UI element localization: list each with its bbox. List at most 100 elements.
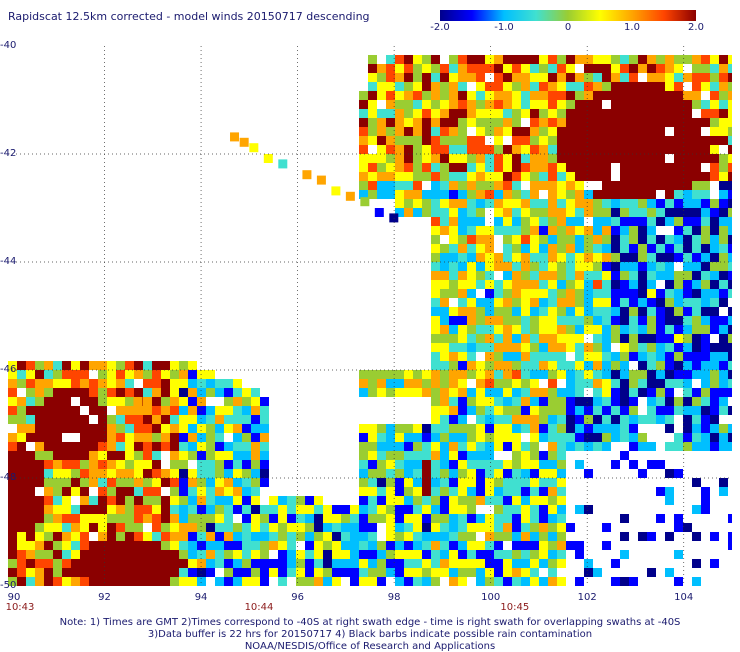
wind-diff-cell (548, 577, 557, 586)
wind-diff-cell (413, 487, 422, 496)
wind-diff-cell (440, 154, 449, 163)
wind-diff-cell (683, 325, 692, 334)
wind-diff-cell (404, 163, 413, 172)
wind-diff-cell (557, 298, 566, 307)
wind-diff-cell (179, 415, 188, 424)
wind-diff-cell (503, 568, 512, 577)
wind-diff-cell (602, 199, 611, 208)
longitude-label: 104 (674, 592, 694, 603)
wind-diff-cell (431, 172, 440, 181)
wind-diff-cell (134, 523, 143, 532)
wind-diff-cell (692, 262, 701, 271)
wind-diff-cell (602, 262, 611, 271)
wind-diff-cell (8, 460, 17, 469)
wind-diff-cell (575, 235, 584, 244)
wind-diff-cell (188, 550, 197, 559)
wind-diff-cell (566, 541, 575, 550)
wind-diff-cell (611, 433, 620, 442)
wind-diff-cell (89, 496, 98, 505)
wind-diff-cell (539, 73, 548, 82)
wind-diff-cell (116, 514, 125, 523)
wind-diff-cell (98, 532, 107, 541)
wind-diff-cell (89, 406, 98, 415)
wind-diff-cell (728, 109, 732, 118)
wind-diff-cell (647, 271, 656, 280)
wind-diff-cell (125, 496, 134, 505)
wind-diff-cell (476, 127, 485, 136)
wind-diff-cell (125, 487, 134, 496)
wind-diff-cell (467, 100, 476, 109)
wind-diff-cell (557, 505, 566, 514)
wind-diff-cell (224, 568, 233, 577)
wind-diff-cell (422, 478, 431, 487)
wind-diff-cell (233, 397, 242, 406)
wind-diff-cell (512, 163, 521, 172)
wind-diff-cell (143, 505, 152, 514)
wind-diff-cell (602, 226, 611, 235)
wind-diff-cell (512, 82, 521, 91)
wind-diff-cell (602, 190, 611, 199)
wind-diff-cell (62, 496, 71, 505)
wind-diff-cell (305, 577, 314, 586)
wind-diff-cell (152, 460, 161, 469)
wind-diff-cell (467, 406, 476, 415)
wind-diff-cell (566, 208, 575, 217)
wind-diff-cell (467, 217, 476, 226)
wind-diff-cell (431, 388, 440, 397)
wind-diff-cell (557, 352, 566, 361)
wind-diff-cell (458, 307, 467, 316)
wind-diff-cell (44, 370, 53, 379)
wind-diff-cell (458, 262, 467, 271)
wind-diff-cell (584, 64, 593, 73)
wind-diff-cell (575, 424, 584, 433)
wind-diff-cell (368, 496, 377, 505)
wind-diff-cell (584, 253, 593, 262)
wind-diff-cell (449, 172, 458, 181)
wind-diff-cell (620, 253, 629, 262)
wind-diff-cell (368, 460, 377, 469)
wind-diff-cell (440, 550, 449, 559)
wind-diff-cell (539, 514, 548, 523)
wind-diff-cell (413, 100, 422, 109)
wind-diff-cell (539, 307, 548, 316)
wind-diff-cell (341, 550, 350, 559)
wind-diff-cell (629, 55, 638, 64)
wind-diff-cell (674, 136, 683, 145)
latitude-label: -42 (0, 148, 17, 159)
wind-diff-cell (566, 199, 575, 208)
wind-diff-cell (530, 370, 539, 379)
wind-diff-cell (458, 460, 467, 469)
wind-diff-cell (368, 577, 377, 586)
wind-diff-cell (674, 271, 683, 280)
wind-diff-cell (638, 469, 647, 478)
wind-diff-cell (233, 424, 242, 433)
wind-diff-cell (692, 505, 701, 514)
wind-diff-cell (161, 424, 170, 433)
wind-diff-cell (368, 541, 377, 550)
wind-diff-cell (674, 433, 683, 442)
wind-diff-cell (8, 361, 17, 370)
wind-diff-cell (557, 325, 566, 334)
wind-diff-cell (116, 577, 125, 586)
wind-diff-cell (602, 541, 611, 550)
wind-diff-cell (521, 127, 530, 136)
wind-diff-cell (431, 244, 440, 253)
wind-diff-cell (107, 460, 116, 469)
wind-diff-cell (404, 190, 413, 199)
wind-diff-cell (710, 379, 719, 388)
wind-diff-cell (710, 235, 719, 244)
wind-diff-cell (557, 145, 566, 154)
wind-diff-cell (368, 379, 377, 388)
wind-diff-cell (440, 127, 449, 136)
wind-diff-cell (476, 217, 485, 226)
wind-diff-cell (674, 469, 683, 478)
wind-diff-cell (197, 568, 206, 577)
wind-diff-cell (557, 190, 566, 199)
wind-diff-cell (503, 442, 512, 451)
wind-diff-cell (71, 442, 80, 451)
wind-diff-cell (557, 514, 566, 523)
wind-diff-cell (251, 505, 260, 514)
wind-diff-cell (413, 478, 422, 487)
wind-diff-cell (557, 361, 566, 370)
wind-diff-cell (611, 307, 620, 316)
